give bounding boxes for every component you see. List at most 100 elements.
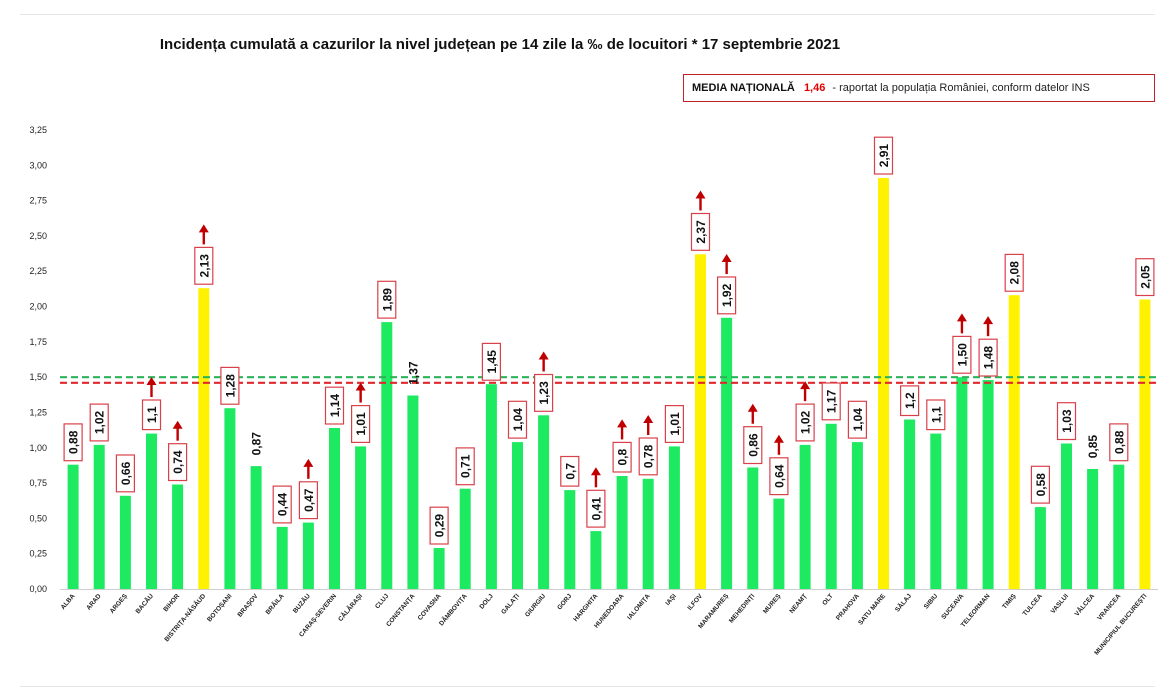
data-label-box [795,403,815,442]
bar [276,526,288,589]
y-tick-label: 0,00 [29,584,47,594]
data-label-group: 1,37 [406,361,420,385]
data-label: 2,05 [1138,265,1152,289]
bar [538,415,550,589]
x-category-label: HARGHITA [572,593,599,624]
data-label-group: 0,29 [429,506,449,545]
data-label-box [586,489,606,528]
data-label-group: 0,66 [115,454,136,493]
data-label-box [220,366,240,405]
bar [1008,295,1020,589]
x-category-label: ALBA [60,593,77,612]
x-category-label: IAȘI [664,593,678,607]
data-label: 2,37 [694,220,708,244]
data-label-box [1056,402,1077,441]
data-label: 0,47 [302,488,316,512]
data-label: 1,02 [799,410,813,434]
data-label: 0,85 [1086,435,1100,459]
data-label-box [455,447,475,486]
data-label: 0,74 [171,450,185,474]
bar [1139,299,1151,589]
y-tick-label: 0,25 [29,549,47,559]
data-label: 0,86 [746,433,760,457]
x-category-label: BACĂU [133,591,155,615]
bar [302,522,314,589]
data-label-group: 1,1 [141,399,162,431]
x-category-label: CĂLĂRAȘI [336,591,365,623]
data-label-group: 1,92 [716,276,737,315]
data-label-group: 0,64 [769,457,789,496]
data-label-box [351,405,371,443]
x-category-label: ARAD [85,593,103,612]
bar [799,444,811,589]
x-category-label: IALOMIȚA [626,593,652,622]
data-label-box [272,485,292,524]
y-tick-label: 3,25 [29,125,47,135]
national-average-note: - raportat la populația României, confor… [832,82,1090,94]
x-category-label: CLUJ [374,593,391,611]
data-label: 2,13 [197,254,211,278]
data-label-group: 0,41 [586,489,606,528]
bar [1113,464,1125,589]
chart-title: Incidența cumulată a cazurilor la nivel … [159,36,841,53]
y-tick-label: 0,50 [29,513,47,523]
data-label-box [324,386,345,425]
data-label-group: 1,14 [324,386,345,425]
data-label-box [115,454,136,493]
x-category-label: MEHEDINȚI [728,593,756,625]
data-label: 1,04 [511,408,525,432]
top-frame-line [20,14,1155,15]
data-label-box [690,212,711,251]
x-category-label: PRAHOVA [835,593,861,622]
trend-up-arrow-icon [146,377,157,398]
bar [485,384,497,589]
trend-up-arrow-icon [643,415,654,436]
arrow-head [747,403,758,412]
x-category-label: TIMIȘ [1001,592,1018,610]
arrow-head [721,254,732,263]
data-label-box [952,335,972,374]
y-tick-label: 1,25 [29,407,47,417]
data-label-box [769,457,789,496]
bar [747,467,759,589]
bar [851,442,863,589]
data-label: 1,1 [929,406,943,423]
arrow-head [590,467,601,476]
data-label-group: 1,23 [533,373,554,412]
bar [198,288,210,589]
bar [407,395,419,589]
data-label-box [1030,465,1051,504]
data-label: 1,50 [955,343,969,367]
data-label-group: 2,08 [1004,253,1024,292]
x-category-label: DOLJ [478,593,495,611]
data-label: 0,7 [563,463,577,480]
data-label: 1,01 [668,412,682,436]
data-label-box [298,481,318,520]
data-label-box [978,338,998,377]
data-label-group: 1,04 [507,400,528,439]
data-label-group: 1,01 [664,405,685,443]
x-category-label: VASLUI [1050,593,1070,616]
data-label-box [377,280,397,319]
trend-up-arrow-icon [956,313,967,334]
data-label-group: 1,02 [795,403,815,442]
data-label-box [507,400,528,439]
arrow-head [172,420,183,429]
data-label-group: 0,7 [560,455,580,487]
data-label: 1,17 [825,389,839,413]
bar [146,433,157,589]
data-label-group: 0,88 [1109,423,1129,462]
data-label-group: 2,91 [873,136,894,175]
x-category-label: ARGEȘ [109,592,130,615]
data-label-group: 0,44 [272,485,292,524]
bar [616,476,628,589]
data-label-box [743,426,763,465]
x-category-label: NEAMȚ [788,593,808,615]
trend-up-arrow-icon [747,403,758,424]
data-label-group: 1,2 [899,385,920,417]
data-label-box [899,385,920,417]
x-category-label: GIURGIU [524,593,547,619]
data-label-group: 2,13 [194,246,214,285]
data-label: 1,03 [1060,409,1074,433]
x-category-label: GALAȚI [500,593,521,616]
